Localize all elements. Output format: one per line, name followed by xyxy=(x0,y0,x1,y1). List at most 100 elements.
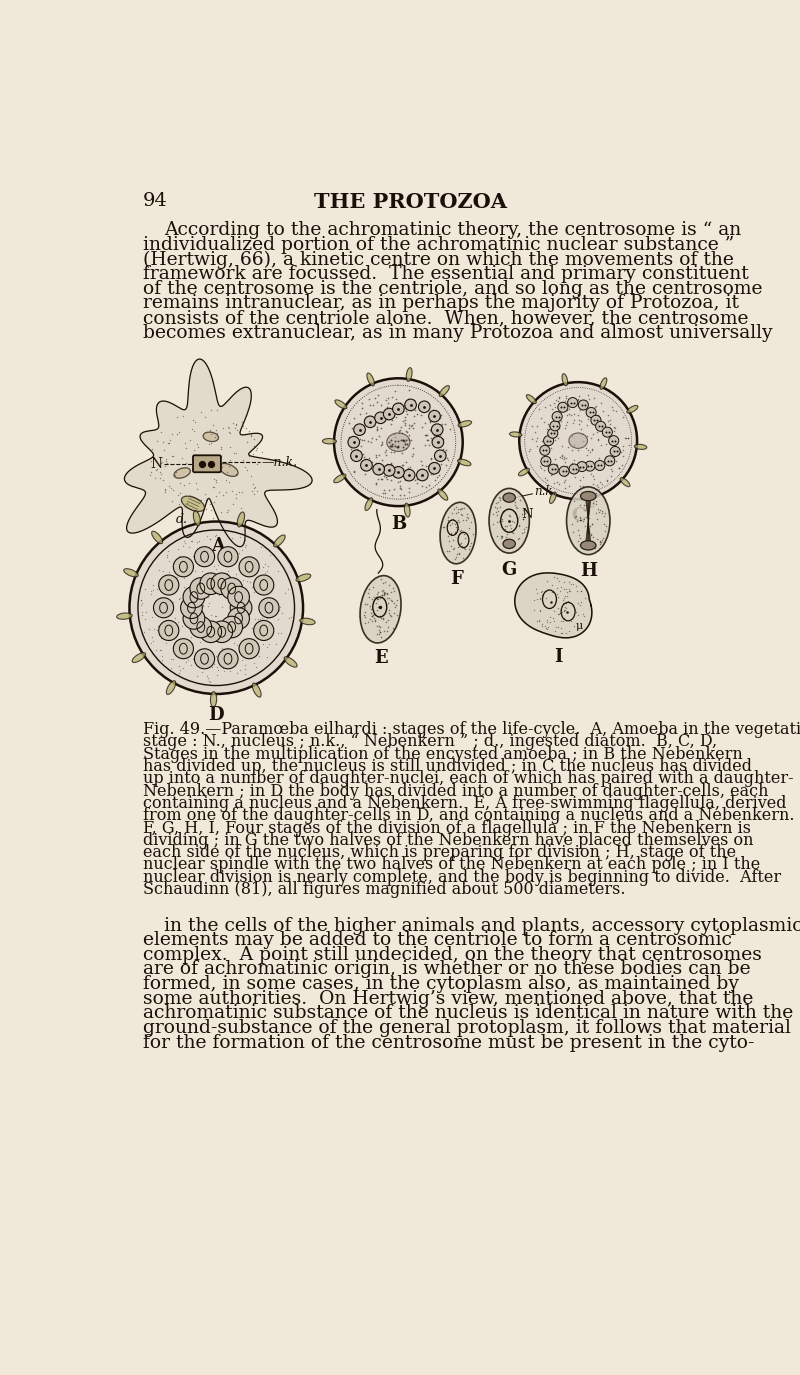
Point xyxy=(359,601,372,623)
Point xyxy=(565,404,578,426)
Point xyxy=(166,627,179,649)
Point xyxy=(375,468,388,490)
Point xyxy=(163,615,176,637)
Point xyxy=(184,632,197,654)
Point xyxy=(562,393,574,415)
Point xyxy=(260,637,273,659)
Point xyxy=(609,417,622,439)
Point xyxy=(194,538,206,560)
Point xyxy=(216,551,229,573)
Point xyxy=(550,472,563,494)
Point xyxy=(263,544,276,566)
Circle shape xyxy=(183,586,205,608)
Point xyxy=(374,605,386,627)
Point xyxy=(359,455,372,477)
Point xyxy=(265,573,278,595)
Point xyxy=(274,595,286,617)
Point xyxy=(425,447,438,469)
Point xyxy=(346,417,359,439)
Point xyxy=(223,472,236,494)
Point xyxy=(205,499,218,521)
Point xyxy=(376,407,389,429)
Point xyxy=(593,450,606,472)
Point xyxy=(607,419,620,441)
Point xyxy=(606,452,619,474)
Point xyxy=(223,649,236,671)
Point xyxy=(282,606,295,628)
Point xyxy=(577,399,590,421)
Point xyxy=(228,612,241,634)
Point xyxy=(598,505,610,527)
Point xyxy=(242,595,254,617)
Point xyxy=(390,436,403,458)
Point xyxy=(402,429,415,451)
Point xyxy=(582,384,594,406)
Ellipse shape xyxy=(274,535,285,547)
Point xyxy=(219,568,232,590)
Point xyxy=(451,502,464,524)
Point xyxy=(348,429,361,451)
Circle shape xyxy=(259,598,279,617)
Point xyxy=(378,582,390,604)
Point xyxy=(173,659,186,681)
Circle shape xyxy=(183,608,205,630)
Point xyxy=(150,459,163,481)
Point xyxy=(239,417,252,439)
Point xyxy=(252,608,265,630)
Point xyxy=(199,406,212,428)
Point xyxy=(359,412,372,434)
Point xyxy=(382,602,395,624)
Point xyxy=(542,415,555,437)
Ellipse shape xyxy=(600,378,607,389)
Ellipse shape xyxy=(404,503,410,517)
Point xyxy=(509,491,522,513)
Point xyxy=(552,426,565,448)
Point xyxy=(606,429,618,451)
Point xyxy=(162,432,174,454)
Point xyxy=(602,450,614,472)
Point xyxy=(558,600,570,622)
Point xyxy=(542,412,554,434)
Point xyxy=(559,385,572,407)
Point xyxy=(437,516,450,538)
Point xyxy=(166,444,179,466)
Point xyxy=(617,434,630,456)
Point xyxy=(263,624,276,646)
Point xyxy=(145,451,158,473)
Point xyxy=(179,437,192,459)
Point xyxy=(214,579,226,601)
Point xyxy=(576,424,589,446)
Point xyxy=(562,601,574,623)
Point xyxy=(593,415,606,437)
Point xyxy=(578,587,591,609)
Point xyxy=(597,400,610,422)
Point xyxy=(227,605,240,627)
Point xyxy=(387,422,400,444)
Point xyxy=(581,527,594,549)
Point xyxy=(541,450,554,472)
Point xyxy=(257,632,270,654)
Point xyxy=(271,608,284,630)
Point xyxy=(222,417,234,439)
Point xyxy=(382,591,394,613)
Point xyxy=(222,543,234,565)
Point xyxy=(416,463,429,485)
Point xyxy=(410,468,423,490)
Point xyxy=(496,525,509,547)
Point xyxy=(402,465,415,487)
Point xyxy=(539,580,552,602)
Point xyxy=(162,561,175,583)
Point xyxy=(242,642,255,664)
Point xyxy=(379,466,392,488)
Point xyxy=(402,388,414,410)
Point xyxy=(372,468,385,490)
Point xyxy=(196,654,209,676)
Point xyxy=(157,560,170,582)
Circle shape xyxy=(221,578,242,600)
Ellipse shape xyxy=(489,488,530,553)
Point xyxy=(387,462,400,484)
Point xyxy=(444,514,457,536)
Text: from one of the daughter-cells in D, and containing a nucleus and a Nebenkern.: from one of the daughter-cells in D, and… xyxy=(142,807,794,824)
Point xyxy=(465,532,478,554)
Point xyxy=(539,587,552,609)
